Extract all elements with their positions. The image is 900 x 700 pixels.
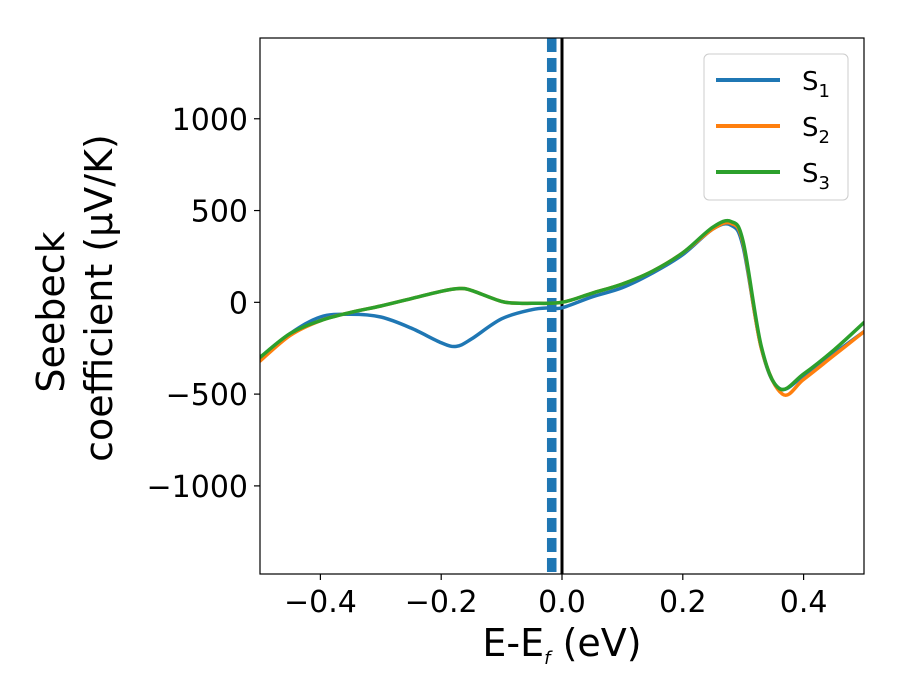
legend-label-s3: S3 <box>802 159 830 194</box>
legend-label-s2: S2 <box>802 113 830 148</box>
y-tick-label: 1000 <box>172 103 248 138</box>
x-tick-label: 0.0 <box>538 585 586 620</box>
y-tick-label: 500 <box>191 195 248 230</box>
legend: S1 S2 S3 <box>703 53 849 201</box>
y-axis-ticks: 1000 500 0 −500 −1000 <box>147 103 260 505</box>
x-tick-label: 0.2 <box>659 585 707 620</box>
series-line-s3 <box>260 218 864 392</box>
legend-label-s1: S1 <box>802 67 830 102</box>
x-tick-label: −0.2 <box>405 585 478 620</box>
x-axis-ticks: −0.4 −0.2 0.0 0.2 0.4 <box>284 574 827 620</box>
x-axis-label: E-Ef (eV) <box>482 621 641 669</box>
x-tick-label: −0.4 <box>284 585 357 620</box>
y-axis-label-line1: Seebeck <box>29 231 73 392</box>
y-tick-label: −500 <box>166 378 248 413</box>
y-tick-label: 0 <box>229 286 248 321</box>
y-axis-label-line2: coefficient (μV/K) <box>77 134 121 462</box>
series-lines <box>260 218 864 397</box>
x-tick-label: 0.4 <box>780 585 828 620</box>
y-tick-label: −1000 <box>147 470 248 505</box>
vertical-reference-lines <box>546 38 564 574</box>
y-axis-label: Seebeck coefficient (μV/K) <box>29 134 121 462</box>
